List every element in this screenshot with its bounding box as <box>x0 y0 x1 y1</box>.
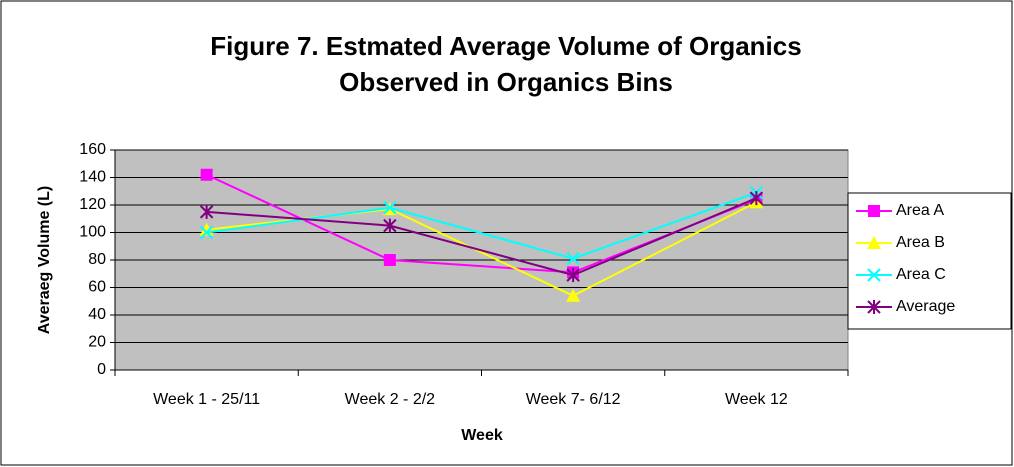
marker <box>383 254 396 266</box>
marker <box>199 204 214 219</box>
y-tick-label: 0 <box>97 361 106 378</box>
marker <box>566 288 581 302</box>
x-tick-label: Week 2 - 2/2 <box>345 391 436 408</box>
legend-label: Area C <box>896 266 946 283</box>
marker <box>200 168 213 181</box>
marker <box>199 225 214 240</box>
y-tick-label: 60 <box>88 279 106 296</box>
y-axis-title: Averaeg Volume (L) <box>36 186 53 334</box>
x-tick-label: Week 1 - 25/11 <box>153 391 260 408</box>
y-tick-label: 120 <box>79 196 106 213</box>
chart-title: Observed in Organics Bins <box>339 67 673 97</box>
y-tick-label: 40 <box>88 306 106 323</box>
marker <box>749 191 764 206</box>
legend-marker <box>867 300 881 314</box>
x-axis-title: Week <box>461 427 503 444</box>
marker <box>383 201 397 215</box>
y-tick-label: 160 <box>79 141 106 158</box>
legend-marker <box>867 236 881 249</box>
y-tick-label: 20 <box>88 334 106 351</box>
series-line <box>206 191 757 260</box>
chart-title: Figure 7. Estmated Average Volume of Org… <box>210 31 801 61</box>
legend-marker <box>867 268 881 282</box>
legend-label: Area A <box>896 202 944 219</box>
marker <box>566 251 580 266</box>
series-line <box>206 197 757 277</box>
y-tick-label: 140 <box>79 169 106 186</box>
marker <box>566 268 580 283</box>
legend-marker <box>868 205 880 217</box>
x-tick-label: Week 7- 6/12 <box>526 391 621 408</box>
y-tick-label: 80 <box>88 251 106 268</box>
x-tick-label: Week 12 <box>725 391 788 408</box>
marker <box>383 218 397 233</box>
y-tick-label: 100 <box>79 224 106 241</box>
legend-label: Area B <box>896 234 945 251</box>
legend-label: Average <box>896 298 955 315</box>
